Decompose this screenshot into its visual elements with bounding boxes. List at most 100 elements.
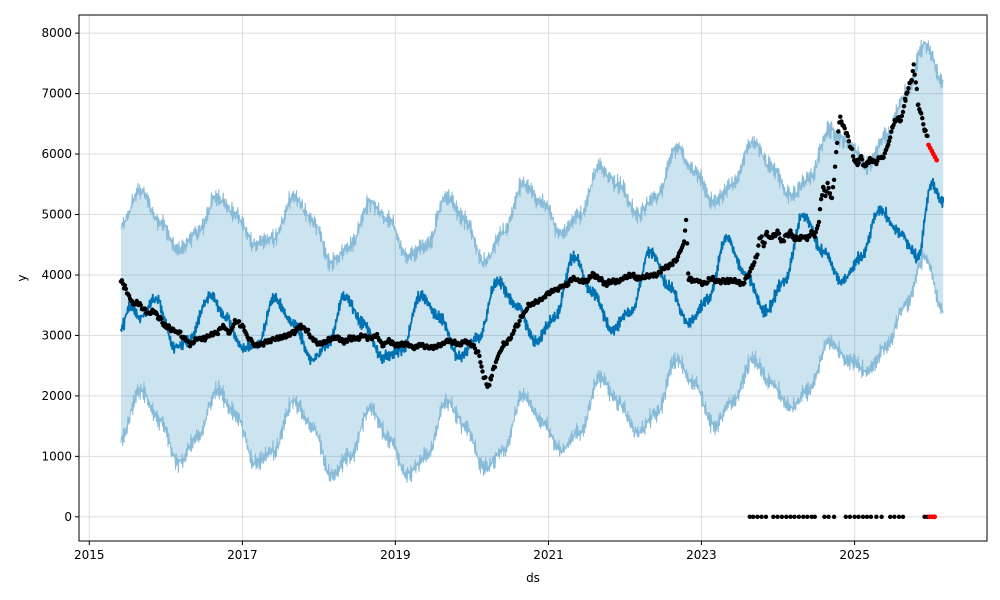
observed-point [524, 306, 530, 311]
observed-point [797, 237, 803, 242]
observed-point [889, 129, 894, 134]
observed-point [761, 244, 766, 249]
observed-point [830, 185, 836, 190]
observed-point [910, 68, 915, 74]
anomaly-point [934, 157, 940, 163]
observed-point [504, 341, 509, 346]
observed-point [812, 234, 817, 239]
observed-point [881, 155, 886, 160]
observed-zero-point [831, 514, 837, 520]
observed-point [746, 273, 751, 279]
observed-point [508, 335, 514, 341]
observed-zero-point [779, 514, 785, 520]
observed-point [920, 116, 925, 121]
observed-zero-point [864, 514, 870, 520]
observed-point [159, 316, 164, 321]
observed-zero-point [750, 514, 756, 520]
observed-point [336, 334, 341, 340]
observed-point [914, 86, 919, 92]
observed-zero-point [879, 514, 884, 520]
observed-point [225, 327, 230, 333]
observed-point [516, 322, 521, 328]
observed-point [849, 146, 855, 152]
observed-point [813, 230, 818, 235]
observed-zero-point [868, 514, 874, 520]
observed-point [756, 243, 761, 248]
observed-point [781, 239, 787, 244]
observed-point [489, 373, 495, 378]
observed-zero-point [759, 514, 764, 520]
observed-point [511, 328, 517, 333]
observed-point [827, 191, 833, 196]
observed-point [838, 114, 843, 119]
observed-point [138, 303, 143, 308]
observed-point [832, 164, 838, 169]
y-tick-label: 1000 [41, 449, 72, 463]
observed-point [488, 377, 494, 382]
observed-zero-point [763, 514, 769, 520]
observed-point [846, 139, 852, 144]
observed-point [480, 369, 485, 374]
observed-point [178, 329, 183, 334]
y-tick-label: 5000 [41, 208, 72, 222]
observed-point [856, 160, 861, 166]
observed-point [478, 360, 483, 365]
observed-point [517, 318, 522, 324]
observed-point [815, 223, 821, 228]
observed-point [887, 138, 892, 144]
observed-point [122, 283, 128, 288]
observed-point [899, 113, 905, 119]
observed-point [835, 140, 840, 146]
observed-point [306, 327, 311, 332]
anomaly-points [926, 142, 940, 520]
observed-zero-point [847, 514, 853, 520]
observed-point [752, 260, 757, 265]
observed-point [341, 341, 347, 346]
observed-point [123, 286, 129, 292]
observed-point [675, 254, 681, 259]
observed-zero-point [896, 514, 902, 520]
observed-point [472, 346, 478, 351]
observed-points [118, 62, 930, 520]
observed-point [912, 72, 917, 77]
observed-point [905, 90, 910, 95]
observed-point [236, 319, 242, 324]
observed-point [755, 252, 760, 257]
observed-zero-point [826, 514, 831, 520]
y-tick-label: 3000 [41, 328, 72, 342]
observed-point [906, 86, 911, 91]
observed-point [903, 98, 908, 103]
forecast-path [120, 178, 945, 366]
observed-zero-point [747, 514, 753, 520]
x-tick-label: 2025 [839, 548, 870, 562]
x-tick-label: 2015 [74, 548, 105, 562]
observed-point [900, 109, 906, 115]
observed-point [658, 270, 663, 275]
x-tick-label: 2019 [380, 548, 411, 562]
observed-point [816, 219, 822, 225]
observed-zero-point [796, 514, 802, 520]
observed-point [786, 234, 791, 239]
observed-zero-point [852, 514, 857, 520]
observed-point [901, 104, 907, 109]
observed-point [682, 228, 688, 233]
observed-point [742, 280, 747, 286]
y-tick-label: 8000 [41, 26, 72, 40]
observed-point [192, 339, 197, 345]
observed-point [818, 197, 824, 202]
observed-point [888, 135, 893, 140]
interval-lower-edge [120, 248, 944, 483]
observed-zero-point [801, 514, 806, 520]
observed-point [566, 282, 571, 287]
observed-point [166, 323, 172, 328]
observed-point [776, 231, 782, 236]
forecast-line [120, 178, 945, 366]
observed-point [631, 271, 636, 276]
anomaly-point [932, 514, 938, 520]
observed-zero-point [812, 514, 817, 520]
observed-point [143, 306, 148, 311]
observed-point [670, 262, 675, 268]
observed-point [829, 195, 835, 201]
observed-zero-point [888, 514, 893, 520]
